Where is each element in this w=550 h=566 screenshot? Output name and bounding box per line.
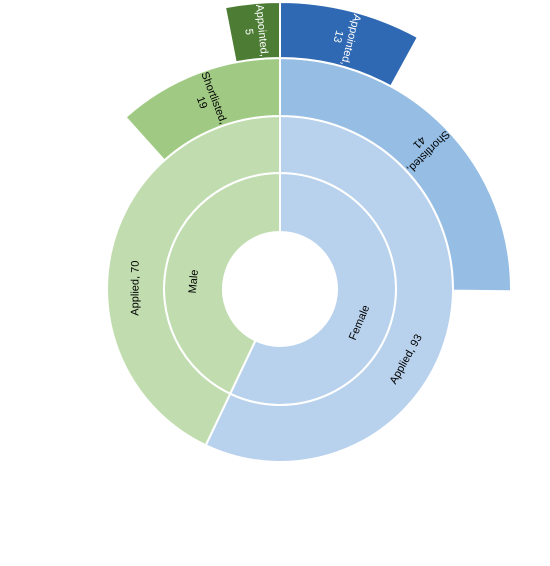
label-male-applied: Applied, 70 (129, 261, 141, 316)
label-male-male: Male (187, 269, 201, 294)
label-male-appointed: Appointed,5 (240, 4, 270, 59)
segment-female-appointed (279, 0, 420, 88)
